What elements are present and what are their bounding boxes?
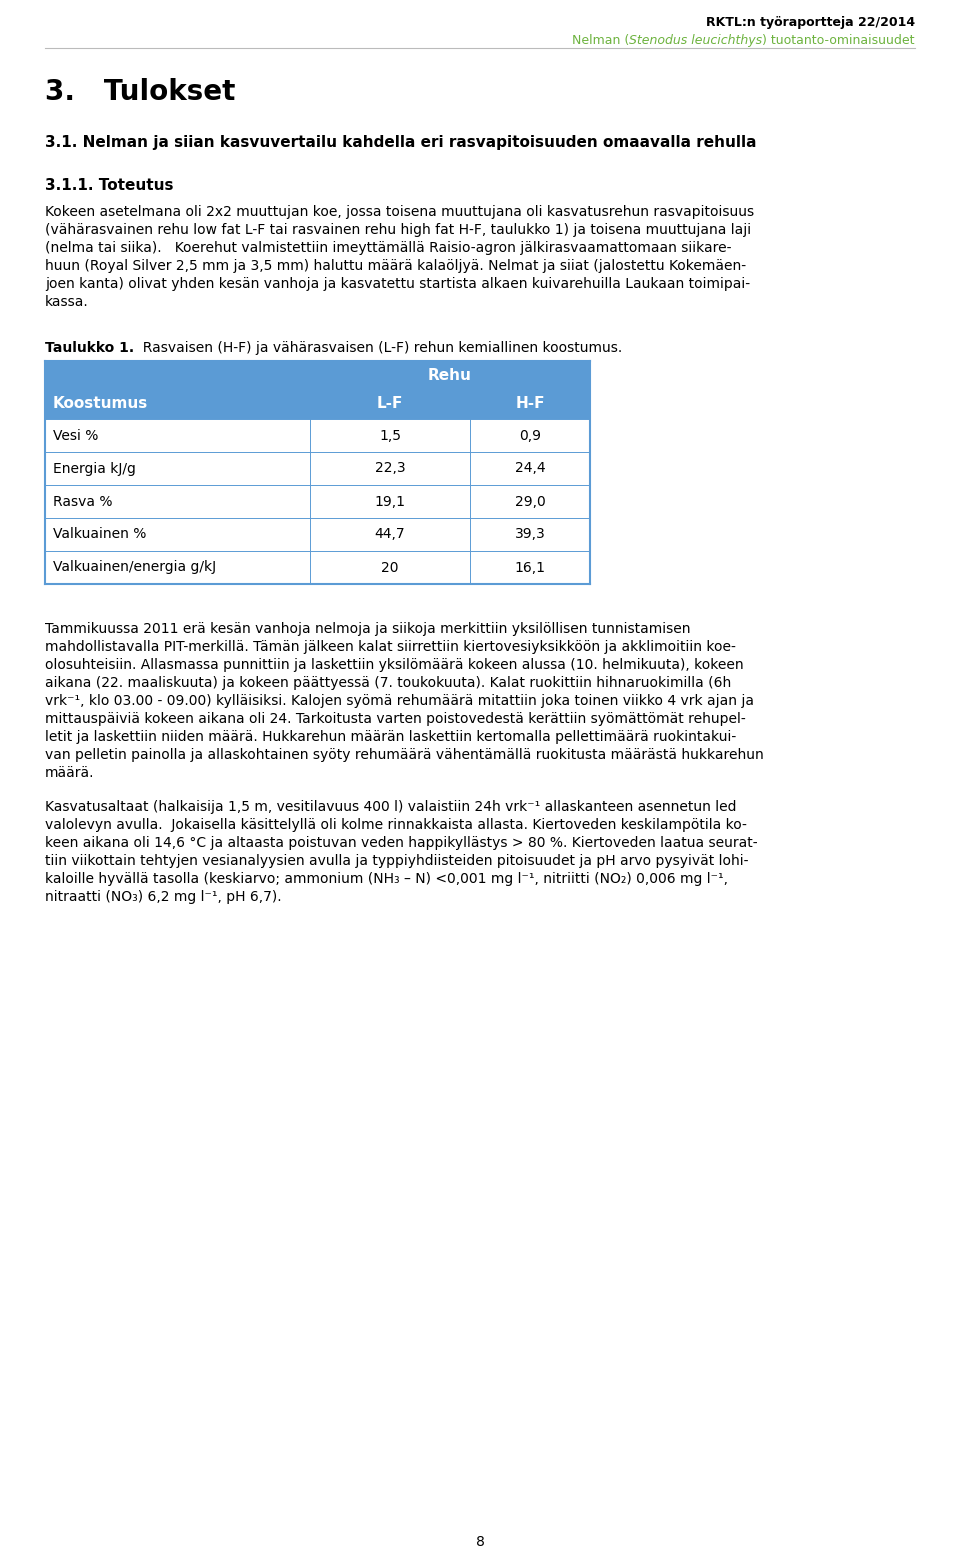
- Text: huun (Royal Silver 2,5 mm ja 3,5 mm) haluttu määrä kalaöljyä. Nelmat ja siiat (j: huun (Royal Silver 2,5 mm ja 3,5 mm) hal…: [45, 260, 746, 274]
- Text: vrk⁻¹, klo 03.00 - 09.00) kylläisiksi. Kalojen syömä rehumäärä mitattiin joka to: vrk⁻¹, klo 03.00 - 09.00) kylläisiksi. K…: [45, 694, 754, 708]
- Text: valolevyn avulla.  Jokaisella käsittelyllä oli kolme rinnakkaista allasta. Kiert: valolevyn avulla. Jokaisella käsittelyll…: [45, 818, 747, 832]
- Text: 3.1. Nelman ja siian kasvuvertailu kahdella eri rasvapitoisuuden omaavalla rehul: 3.1. Nelman ja siian kasvuvertailu kahde…: [45, 135, 756, 149]
- Text: mittauspäiviä kokeen aikana oli 24. Tarkoitusta varten poistovedestä kerättiin s: mittauspäiviä kokeen aikana oli 24. Tark…: [45, 712, 746, 726]
- Text: Kasvatusaltaat (halkaisija 1,5 m, vesitilavuus 400 l) valaistiin 24h vrk⁻¹ allas: Kasvatusaltaat (halkaisija 1,5 m, vesiti…: [45, 799, 736, 813]
- Text: Stenodus leucichthys: Stenodus leucichthys: [630, 34, 762, 47]
- Text: 39,3: 39,3: [515, 527, 545, 541]
- Text: 0,9: 0,9: [519, 429, 541, 443]
- Text: Tammikuussa 2011 erä kesän vanhoja nelmoja ja siikoja merkittiin yksilöllisen tu: Tammikuussa 2011 erä kesän vanhoja nelmo…: [45, 622, 690, 636]
- Text: (vähärasvainen rehu low fat L-F tai rasvainen rehu high fat H-F, taulukko 1) ja : (vähärasvainen rehu low fat L-F tai rasv…: [45, 222, 751, 236]
- Text: aikana (22. maaliskuuta) ja kokeen päättyessä (7. toukokuuta). Kalat ruokittiin : aikana (22. maaliskuuta) ja kokeen päätt…: [45, 676, 732, 690]
- Bar: [45, 361, 590, 389]
- Text: Koostumus: Koostumus: [53, 397, 148, 412]
- Bar: [45, 389, 590, 418]
- Text: (nelma tai siika).   Koerehut valmistettiin imeyttämällä Raisio-agron jälkirasva: (nelma tai siika). Koerehut valmistettii…: [45, 241, 732, 255]
- Text: 8: 8: [475, 1535, 485, 1549]
- Text: 44,7: 44,7: [374, 527, 405, 541]
- Text: Vesi %: Vesi %: [53, 429, 98, 443]
- Text: 24,4: 24,4: [515, 462, 545, 476]
- Text: 29,0: 29,0: [515, 494, 545, 508]
- Text: 19,1: 19,1: [374, 494, 405, 508]
- Text: H-F: H-F: [516, 397, 544, 412]
- Text: määrä.: määrä.: [45, 767, 94, 781]
- Text: Rasvaisen (H-F) ja vähärasvaisen (L-F) rehun kemiallinen koostumus.: Rasvaisen (H-F) ja vähärasvaisen (L-F) r…: [134, 341, 622, 355]
- Text: mahdollistavalla PIT-merkillä. Tämän jälkeen kalat siirrettiin kiertovesiyksikkö: mahdollistavalla PIT-merkillä. Tämän jäl…: [45, 641, 736, 655]
- Text: tiin viikottain tehtyjen vesianalyysien avulla ja typpiyhdiisteiden pitoisuudet : tiin viikottain tehtyjen vesianalyysien …: [45, 854, 749, 868]
- Text: Valkuainen/energia g/kJ: Valkuainen/energia g/kJ: [53, 560, 216, 574]
- Text: van pelletin painolla ja allaskohtainen syöty rehumäärä vähentämällä ruokitusta : van pelletin painolla ja allaskohtainen …: [45, 748, 764, 762]
- Text: joen kanta) olivat yhden kesän vanhoja ja kasvatettu startista alkaen kuivarehui: joen kanta) olivat yhden kesän vanhoja j…: [45, 277, 750, 291]
- Text: ) tuotanto-ominaisuudet: ) tuotanto-ominaisuudet: [762, 34, 915, 47]
- Text: Nelman (: Nelman (: [572, 34, 630, 47]
- Text: 20: 20: [381, 560, 398, 574]
- Text: Rasva %: Rasva %: [53, 494, 112, 508]
- Text: 3.1.1. Toteutus: 3.1.1. Toteutus: [45, 177, 174, 193]
- Text: Valkuainen %: Valkuainen %: [53, 527, 146, 541]
- Text: 22,3: 22,3: [374, 462, 405, 476]
- Text: Energia kJ/g: Energia kJ/g: [53, 462, 136, 476]
- Text: nitraatti (NO₃) 6,2 mg l⁻¹, pH 6,7).: nitraatti (NO₃) 6,2 mg l⁻¹, pH 6,7).: [45, 889, 281, 903]
- Text: L-F: L-F: [377, 397, 403, 412]
- Text: 1,5: 1,5: [379, 429, 401, 443]
- Text: keen aikana oli 14,6 °C ja altaasta poistuvan veden happikyllästys > 80 %. Kiert: keen aikana oli 14,6 °C ja altaasta pois…: [45, 837, 757, 851]
- Text: Kokeen asetelmana oli 2x2 muuttujan koe, jossa toisena muuttujana oli kasvatusre: Kokeen asetelmana oli 2x2 muuttujan koe,…: [45, 205, 755, 219]
- Text: RKTL:n työraportteja 22/2014: RKTL:n työraportteja 22/2014: [706, 16, 915, 30]
- Text: 3.   Tulokset: 3. Tulokset: [45, 78, 235, 106]
- Text: Taulukko 1.: Taulukko 1.: [45, 341, 134, 355]
- Text: kaloille hyvällä tasolla (keskiarvo; ammonium (NH₃ – N) <0,001 mg l⁻¹, nitriitti: kaloille hyvällä tasolla (keskiarvo; amm…: [45, 872, 728, 886]
- Text: Rehu: Rehu: [428, 367, 472, 383]
- Text: kassa.: kassa.: [45, 295, 88, 309]
- Text: letit ja laskettiin niiden määrä. Hukkarehun määrän laskettiin kertomalla pellet: letit ja laskettiin niiden määrä. Hukkar…: [45, 729, 736, 743]
- Text: olosuhteisiin. Allasmassa punnittiin ja laskettiin yksilömäärä kokeen alussa (10: olosuhteisiin. Allasmassa punnittiin ja …: [45, 658, 744, 672]
- Text: 16,1: 16,1: [515, 560, 545, 574]
